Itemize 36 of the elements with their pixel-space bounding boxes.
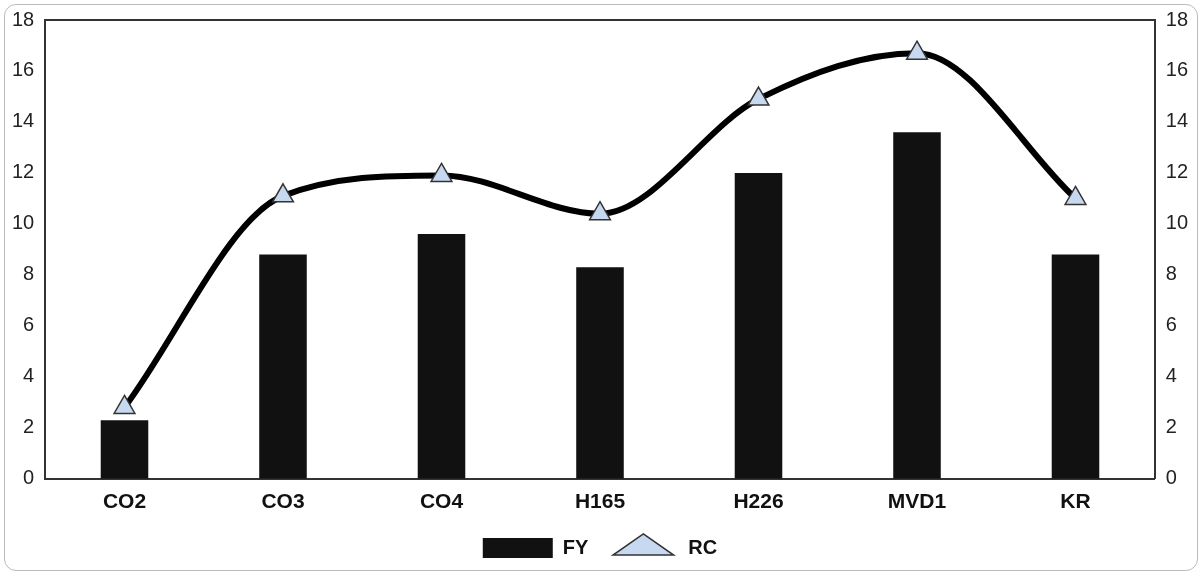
bar	[417, 234, 466, 479]
y2-tick-label: 10	[1165, 211, 1188, 234]
y2-tick-label: 18	[1165, 7, 1188, 30]
y2-tick-label: 12	[1165, 160, 1188, 183]
y2-tick-label: 16	[1165, 58, 1188, 81]
y-tick-label: 14	[12, 109, 35, 132]
bar	[259, 254, 307, 479]
y-tick-label: 2	[23, 415, 35, 438]
y2-tick-label: 14	[1165, 109, 1188, 132]
bar	[734, 172, 783, 479]
x-tick-label: KR	[1060, 489, 1091, 513]
bar	[576, 267, 624, 479]
legend-label: RC	[688, 535, 718, 558]
x-tick-label: H226	[733, 489, 784, 513]
y2-tick-label: 0	[1165, 466, 1177, 489]
bar	[100, 420, 149, 479]
x-tick-label: CO3	[261, 489, 305, 513]
y-tick-label: 18	[12, 7, 35, 30]
y-tick-label: 16	[12, 58, 35, 81]
x-tick-label: MVD1	[887, 489, 947, 513]
y-tick-label: 12	[12, 160, 35, 183]
y-tick-label: 8	[23, 262, 35, 285]
y-tick-label: 6	[23, 313, 35, 336]
y2-tick-label: 6	[1165, 313, 1177, 336]
y2-tick-label: 4	[1165, 364, 1177, 387]
legend-label: FY	[562, 535, 589, 558]
y-tick-label: 4	[23, 364, 35, 387]
y2-tick-label: 8	[1165, 262, 1177, 285]
x-tick-label: CO2	[102, 489, 147, 513]
x-tick-label: CO4	[419, 489, 464, 513]
y-tick-label: 0	[23, 466, 35, 489]
x-tick-label: H165	[574, 489, 626, 513]
bar	[893, 132, 941, 479]
y-tick-label: 10	[12, 211, 35, 234]
bar	[1051, 254, 1100, 479]
y2-tick-label: 2	[1165, 415, 1177, 438]
